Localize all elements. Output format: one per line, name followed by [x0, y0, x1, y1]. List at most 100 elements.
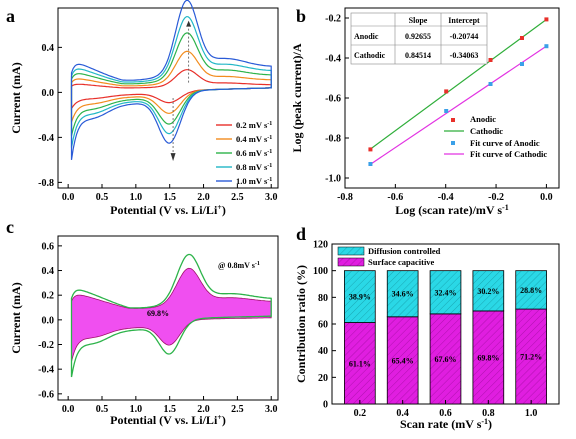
panel-d-xtick-label-1: 0.4	[396, 408, 409, 419]
panel-a-anodic-arrowhead	[186, 20, 192, 27]
bar-diffusion-0.8	[472, 270, 505, 312]
panel-d-ytick-label-6: 120	[313, 240, 328, 251]
panel-a-ytick-label-3: 0.4	[42, 43, 55, 54]
panel-c-capacitive: 0.0 0.5 1.0 1.5 2.0 2.5 3.0 -0.6 -0.4 -0.2 0.0 0.2 0…	[9, 235, 279, 427]
bar-diffusion-label-0.4: 34.6%	[392, 290, 414, 299]
cathodic-point-0	[368, 162, 373, 166]
panel-c-ytick-label-0: -0.6	[38, 389, 54, 400]
bar-diffusion-label-0.2: 38.9%	[349, 293, 371, 302]
panel-b-log-plot: -0.8 -0.6 -0.4 -0.2 0.0-1.0-0.8-0.6-0.4-0.2 …	[290, 7, 560, 218]
bar-diffusion-0.2	[344, 270, 376, 323]
panel-d-legend: Diffusion controlled Surface capacitive	[337, 246, 441, 267]
panel-b-xlabel: Log (scan rate)/mV s-1	[395, 203, 508, 218]
legend-fit-anodic-marker	[451, 141, 455, 145]
panel-c-ytick-label-3: 0.0	[42, 315, 55, 326]
legend-label-1: 0.4 mV s-1	[236, 134, 272, 144]
legend-fit-anodic: Fit curve of Anodic	[470, 138, 540, 148]
panel-b-xtick-label-3: -0.2	[488, 192, 504, 203]
panel-a-frame	[57, 7, 279, 189]
table-header-slope: Slope	[409, 16, 428, 25]
panel-c-xtick-label-0: 0.0	[62, 404, 75, 415]
panel-c-xtick-label-4: 2.0	[197, 404, 210, 415]
panel-d-ytick-label-0: 0	[323, 400, 328, 411]
panel-d-ytick-label-5: 100	[313, 266, 328, 277]
panel-c-xtick-label-2: 1.0	[130, 404, 143, 415]
panel-c-ytick-label-2: -0.2	[38, 340, 54, 351]
table-row-anodic-slope: 0.92655	[405, 32, 431, 41]
panel-d-ytick-label-3: 60	[318, 320, 328, 331]
bar-surface-label-1.0: 71.2%	[520, 353, 542, 362]
panel-c-xtick-label-3: 1.5	[163, 404, 176, 415]
panel-b-legend: Anodic Cathodic Fit curve of Anodic Fit …	[444, 114, 547, 159]
anodic-point-2	[488, 58, 493, 62]
panel-b-ylabel: Log (peak current)/A	[290, 43, 304, 152]
legend-diffusion-swatch	[337, 246, 365, 256]
legend-label-0: 0.2 mV s-1	[236, 120, 272, 130]
total-cv-curve	[70, 253, 272, 378]
panel-b-ytick-label-1: -0.8	[325, 134, 341, 145]
panel-b-ytick-label-4: -0.2	[325, 14, 341, 25]
panel-d-xtick-label-3: 0.8	[482, 408, 495, 419]
panel-d-ytick-label-4: 80	[318, 293, 328, 304]
legend-surface-swatch	[337, 257, 365, 267]
cv-curve-1.0-series	[70, 0, 272, 160]
legend-diffusion: Diffusion controlled	[368, 246, 441, 256]
panel-a-cv-curves: 0.0 0.5 1.0 1.5 2.0 2.5 3.0 -0.8 -0.4 0.0 0.4 0.2 …	[9, 0, 279, 218]
panel-a-xtick-label-6: 3.0	[265, 192, 278, 203]
panel-a-xtick-label-0: 0.0	[62, 192, 75, 203]
panel-d-xlabel: Scan rate (mV s-1)	[400, 417, 492, 432]
legend-surface: Surface capacitive	[368, 257, 435, 267]
panel-a-xtick-label-1: 0.5	[96, 192, 109, 203]
table-row-cathodic-slope: 0.84514	[405, 51, 431, 60]
panel-a-ytick-label-1: -0.4	[38, 133, 54, 144]
table-row-anodic-intercept: -0.20744	[450, 32, 479, 41]
panel-c-xtick-label-5: 2.5	[231, 404, 244, 415]
bar-surface-label-0.8: 69.8%	[477, 353, 499, 362]
panel-label-c: c	[6, 217, 14, 237]
legend-label-3: 0.8 mV s-1	[236, 162, 272, 172]
anodic-point-4	[544, 17, 549, 22]
panel-c-fill-label: 69.8%	[147, 309, 169, 318]
legend-fit-cathodic: Fit curve of Cathodic	[470, 149, 547, 159]
bar-diffusion-1.0	[515, 270, 547, 310]
bar-surface-0.8	[472, 310, 505, 405]
legend-anodic-marker	[451, 118, 455, 122]
bar-diffusion-0.4	[386, 270, 419, 318]
panel-a-cathodic-arrowhead	[170, 153, 176, 161]
panel-c-ytick-label-6: 0.6	[42, 241, 55, 252]
panel-c-ylabel: Current (mA)	[9, 282, 23, 353]
panel-a-xlabel: Potential (V vs. Li/Li+)	[110, 203, 226, 218]
legend-anodic: Anodic	[470, 114, 496, 124]
panel-label-a: a	[6, 6, 15, 26]
bar-surface-label-0.2: 61.1%	[349, 359, 371, 368]
panel-d-xtick-label-4: 1.0	[525, 408, 538, 419]
cathodic-point-2	[488, 82, 493, 86]
panel-b-xtick-label-0: -0.8	[337, 192, 353, 203]
fit-line-cathodic	[369, 45, 547, 165]
panel-b-fit-table: Slope Intercept Anodic 0.92655 -0.20744 …	[350, 12, 488, 65]
bar-surface-label-0.6: 67.6%	[435, 355, 457, 364]
panel-a-ylabel: Current (mA)	[9, 62, 23, 133]
bar-diffusion-0.6	[429, 270, 462, 315]
legend-label-2: 0.6 mV s-1	[236, 148, 272, 158]
fit-line-anodic	[369, 19, 547, 150]
table-row-cathodic-intercept: -0.34063	[450, 51, 479, 60]
panel-a-xtick-label-2: 1.0	[130, 192, 143, 203]
panel-c-ytick-label-5: 0.4	[42, 266, 55, 277]
capacitive-fill-area	[71, 267, 272, 362]
panel-a-xtick-label-4: 2.0	[197, 192, 210, 203]
panel-c-ytick-label-4: 0.2	[42, 291, 55, 302]
panel-c-xtick-label-1: 0.5	[96, 404, 109, 415]
bar-surface-label-0.4: 65.4%	[392, 356, 414, 365]
panel-b-ytick-label-0: -1.0	[325, 174, 341, 185]
bar-surface-0.4	[386, 316, 419, 405]
panel-a-legend: 0.2 mV s-1 0.4 mV s-1 0.6 mV s-1 0.8 mV s-1…	[216, 120, 272, 186]
panel-d-xtick-label-2: 0.6	[439, 408, 452, 419]
panel-c-frame	[57, 235, 279, 401]
legend-cathodic: Cathodic	[470, 126, 503, 136]
panel-b-ytick-label-3: -0.4	[325, 54, 341, 65]
panel-b-xtick-label-1: -0.6	[387, 192, 403, 203]
panel-d-ylabel: Contribution ratio (%)	[294, 265, 308, 383]
anodic-point-1	[444, 89, 449, 94]
